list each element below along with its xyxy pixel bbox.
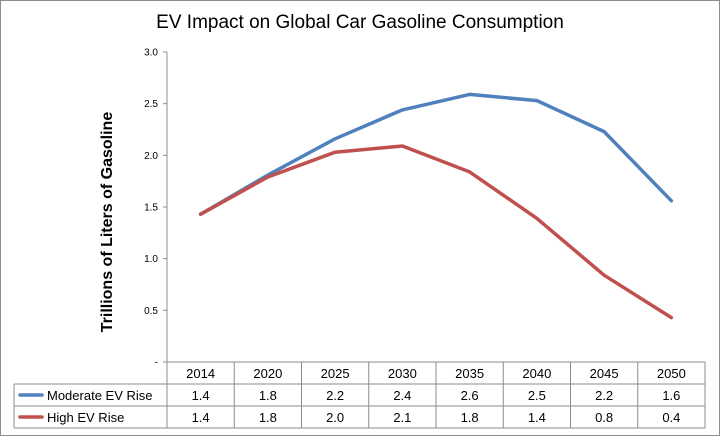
x-category-label: 2020 — [253, 366, 282, 381]
table-value: 1.8 — [461, 410, 479, 425]
y-tick-label: 3.0 — [144, 48, 158, 59]
y-tick-label: 2.0 — [144, 151, 158, 162]
table-value: 2.2 — [326, 388, 344, 403]
table-value: 0.8 — [595, 410, 613, 425]
y-tick-label: 0.5 — [144, 306, 158, 317]
y-tick-label: - — [155, 358, 158, 369]
x-category-label: 2014 — [186, 366, 215, 381]
table-value: 1.4 — [192, 388, 210, 403]
table-value: 1.6 — [662, 388, 680, 403]
y-tick-label: 1.5 — [144, 203, 158, 214]
table-value: 1.8 — [259, 388, 277, 403]
table-value: 1.4 — [192, 410, 210, 425]
table-value: 2.6 — [461, 388, 479, 403]
y-tick-label: 1.0 — [144, 254, 158, 265]
table-value: 1.8 — [259, 410, 277, 425]
table-value: 2.2 — [595, 388, 613, 403]
x-category-label: 2045 — [590, 366, 619, 381]
y-tick-label: 2.5 — [144, 99, 158, 110]
table-value: 1.4 — [528, 410, 546, 425]
x-category-label: 2050 — [657, 366, 686, 381]
table-value: 0.4 — [662, 410, 680, 425]
legend-label-1: Moderate EV Rise — [47, 388, 153, 403]
chart-title: EV Impact on Global Car Gasoline Consump… — [156, 12, 564, 33]
x-category-label: 2035 — [455, 366, 484, 381]
x-category-label: 2030 — [388, 366, 417, 381]
x-category-label: 2025 — [321, 366, 350, 381]
table-value: 2.5 — [528, 388, 546, 403]
series-line-2 — [198, 144, 674, 320]
table-value: 2.0 — [326, 410, 344, 425]
x-category-label: 2040 — [522, 366, 551, 381]
table-value: 2.1 — [393, 410, 411, 425]
legend-label-2: High EV Rise — [47, 410, 124, 425]
series-line-1 — [198, 92, 674, 216]
table-value: 2.4 — [393, 388, 411, 403]
